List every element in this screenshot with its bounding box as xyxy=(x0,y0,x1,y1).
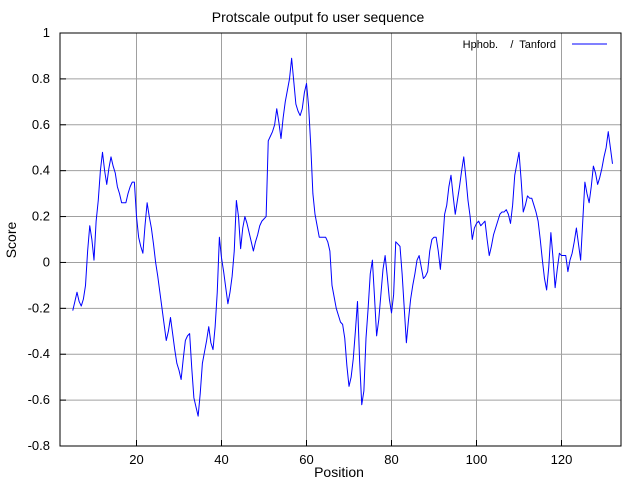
y-tick-label: 0 xyxy=(43,254,50,269)
x-tick-label: 60 xyxy=(299,452,313,467)
x-tick-label: 40 xyxy=(214,452,228,467)
gridlines xyxy=(60,32,621,447)
y-tick-label: -0.2 xyxy=(28,300,50,315)
x-tick-label: 120 xyxy=(551,452,573,467)
y-tick-label: 0.8 xyxy=(32,71,50,86)
y-tick-label: 0.6 xyxy=(32,117,50,132)
series-line xyxy=(72,57,613,417)
chart-title: Protscale output fo user sequence xyxy=(212,9,425,25)
y-tick-label: 0.2 xyxy=(32,209,50,224)
y-axis-label: Score xyxy=(3,222,19,259)
x-axis-label: Position xyxy=(314,464,364,480)
legend: Hphob. / Tanford xyxy=(463,39,607,51)
y-tick-label: 1 xyxy=(43,25,50,40)
x-tick-label: 100 xyxy=(466,452,488,467)
y-tick-label: 0.4 xyxy=(32,163,50,178)
plot-frame xyxy=(59,32,622,447)
series-layer xyxy=(72,57,613,417)
y-tick-label: -0.4 xyxy=(28,346,50,361)
x-tick-label: 80 xyxy=(384,452,398,467)
x-tick-label: 20 xyxy=(129,452,143,467)
y-tick-label: -0.6 xyxy=(28,392,50,407)
legend-label: Hphob. / Tanford xyxy=(463,39,556,51)
y-tick-label: -0.8 xyxy=(28,438,50,453)
axis-ticks: 20 40 60 80 100 120 -0.8 -0.6 -0.4 -0.2 0 0.2 0.4 0.6… xyxy=(28,25,573,467)
